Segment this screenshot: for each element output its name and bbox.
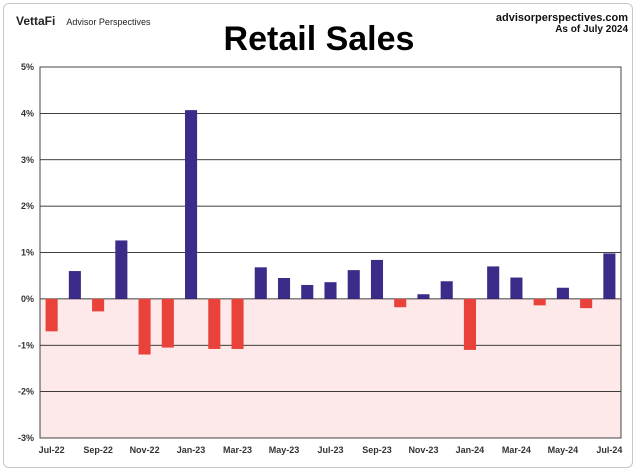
bar-nov-22 bbox=[138, 298, 151, 355]
y-tick-label: 4% bbox=[21, 108, 34, 118]
y-tick-label: 5% bbox=[21, 62, 34, 72]
x-tick-label: Sep-23 bbox=[362, 445, 392, 455]
bar-may-24 bbox=[556, 287, 569, 299]
bar-dec-22 bbox=[161, 298, 174, 348]
y-tick-label: 2% bbox=[21, 201, 34, 211]
bar-mar-23 bbox=[231, 298, 244, 349]
plot-area-border bbox=[39, 66, 622, 439]
x-tick-label: Mar-23 bbox=[223, 445, 252, 455]
bar-jun-24 bbox=[580, 298, 593, 309]
bar-dec-23 bbox=[440, 281, 453, 299]
y-tick-label: -2% bbox=[18, 387, 34, 397]
bar-jul-23 bbox=[324, 282, 337, 299]
bar-aug-22 bbox=[68, 271, 81, 299]
brand: VettaFi Advisor Perspectives bbox=[16, 14, 150, 28]
chart-title: Retail Sales bbox=[223, 20, 415, 58]
x-tick-label: Jan-23 bbox=[177, 445, 206, 455]
y-tick-label: 3% bbox=[21, 155, 34, 165]
x-tick-label: Mar-24 bbox=[502, 445, 531, 455]
y-tick-label: 0% bbox=[21, 294, 34, 304]
bar-jan-24 bbox=[463, 298, 476, 350]
bar-may-23 bbox=[277, 278, 291, 299]
bar-oct-23 bbox=[394, 298, 407, 308]
y-tick-label: 1% bbox=[21, 248, 34, 258]
bar-apr-24 bbox=[533, 298, 546, 306]
bar-jan-23 bbox=[185, 110, 198, 299]
x-tick-label: Jul-22 bbox=[39, 445, 65, 455]
bar-apr-23 bbox=[254, 267, 267, 299]
site-url: advisorperspectives.com bbox=[495, 12, 628, 24]
bar-jul-22 bbox=[45, 298, 58, 332]
bar-aug-23 bbox=[347, 270, 360, 299]
x-tick-label: Nov-23 bbox=[408, 445, 438, 455]
bar-oct-22 bbox=[115, 240, 128, 299]
x-tick-label: May-23 bbox=[269, 445, 300, 455]
bar-feb-24 bbox=[487, 266, 500, 299]
x-tick-label: May-24 bbox=[548, 445, 579, 455]
x-tick-label: Sep-22 bbox=[83, 445, 113, 455]
bar-jun-23 bbox=[301, 284, 314, 299]
x-tick-label: Jul-24 bbox=[596, 445, 622, 455]
x-tick-label: Nov-22 bbox=[130, 445, 160, 455]
vettafi-logo: VettaFi bbox=[16, 14, 56, 28]
bar-sep-22 bbox=[92, 298, 105, 312]
bar-nov-23 bbox=[417, 294, 430, 299]
bar-jul-24 bbox=[603, 253, 616, 299]
y-tick-label: -1% bbox=[18, 340, 34, 350]
bar-mar-24 bbox=[510, 277, 523, 299]
bar-sep-23 bbox=[370, 259, 384, 299]
negative-region bbox=[40, 298, 621, 438]
y-tick-label: -3% bbox=[18, 433, 34, 443]
as-of-date: As of July 2024 bbox=[555, 24, 628, 35]
site-info: advisorperspectives.com As of July 2024 bbox=[496, 12, 628, 35]
bar-feb-23 bbox=[208, 298, 221, 349]
x-tick-label: Jan-24 bbox=[456, 445, 485, 455]
brand-subtitle: Advisor Perspectives bbox=[66, 17, 151, 27]
x-tick-label: Jul-23 bbox=[317, 445, 343, 455]
